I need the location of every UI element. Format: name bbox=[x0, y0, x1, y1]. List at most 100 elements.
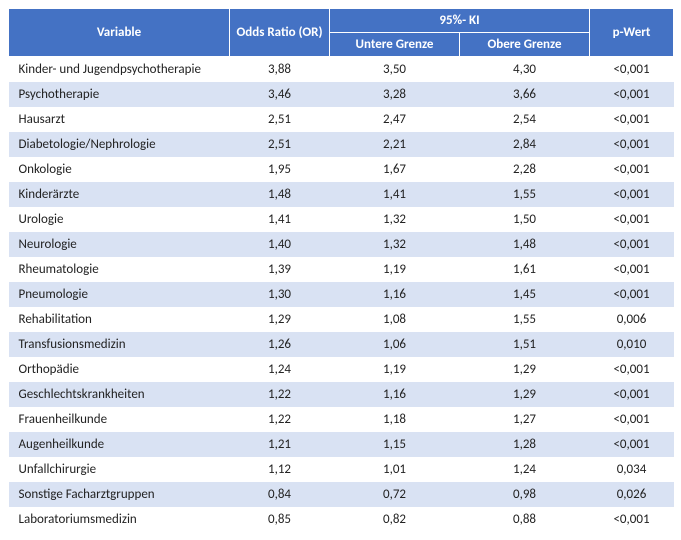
cell-or: 1,22 bbox=[230, 407, 330, 432]
header-variable: Variable bbox=[9, 9, 230, 57]
cell-p-value: 0,034 bbox=[590, 457, 674, 482]
table-row: Neurologie1,401,321,48<0,001 bbox=[9, 232, 674, 257]
cell-or: 1,30 bbox=[230, 282, 330, 307]
cell-ci-upper: 3,66 bbox=[460, 82, 590, 107]
cell-variable: Augenheilkunde bbox=[9, 432, 230, 457]
cell-variable: Rheumatologie bbox=[9, 257, 230, 282]
table-row: Diabetologie/Nephrologie2,512,212,84<0,0… bbox=[9, 132, 674, 157]
cell-variable: Unfallchirurgie bbox=[9, 457, 230, 482]
cell-ci-upper: 1,51 bbox=[460, 332, 590, 357]
table-row: Rheumatologie1,391,191,61<0,001 bbox=[9, 257, 674, 282]
cell-or: 1,39 bbox=[230, 257, 330, 282]
table-row: Pneumologie1,301,161,45<0,001 bbox=[9, 282, 674, 307]
cell-p-value: <0,001 bbox=[590, 357, 674, 382]
header-p: p-Wert bbox=[590, 9, 674, 57]
cell-or: 3,88 bbox=[230, 57, 330, 83]
cell-ci-lower: 2,21 bbox=[330, 132, 460, 157]
cell-ci-upper: 1,48 bbox=[460, 232, 590, 257]
cell-p-value: <0,001 bbox=[590, 82, 674, 107]
cell-variable: Urologie bbox=[9, 207, 230, 232]
cell-ci-lower: 2,47 bbox=[330, 107, 460, 132]
cell-p-value: <0,001 bbox=[590, 107, 674, 132]
cell-or: 1,21 bbox=[230, 432, 330, 457]
cell-variable: Geschlechtskrankheiten bbox=[9, 382, 230, 407]
header-ci-group: 95%- KI bbox=[330, 9, 590, 33]
cell-ci-upper: 2,28 bbox=[460, 157, 590, 182]
cell-ci-upper: 1,55 bbox=[460, 307, 590, 332]
table-body: Kinder- und Jugendpsychotherapie3,883,50… bbox=[9, 57, 674, 533]
table-row: Kinder- und Jugendpsychotherapie3,883,50… bbox=[9, 57, 674, 83]
table-row: Kinderärzte1,481,411,55<0,001 bbox=[9, 182, 674, 207]
cell-variable: Pneumologie bbox=[9, 282, 230, 307]
cell-or: 2,51 bbox=[230, 132, 330, 157]
cell-ci-lower: 1,41 bbox=[330, 182, 460, 207]
cell-variable: Neurologie bbox=[9, 232, 230, 257]
cell-ci-lower: 1,06 bbox=[330, 332, 460, 357]
cell-ci-lower: 1,08 bbox=[330, 307, 460, 332]
cell-or: 1,41 bbox=[230, 207, 330, 232]
table-header: Variable Odds Ratio (OR) 95%- KI p-Wert … bbox=[9, 9, 674, 57]
cell-or: 1,40 bbox=[230, 232, 330, 257]
table-row: Frauenheilkunde1,221,181,27<0,001 bbox=[9, 407, 674, 432]
cell-variable: Psychotherapie bbox=[9, 82, 230, 107]
cell-ci-lower: 3,50 bbox=[330, 57, 460, 83]
table-row: Onkologie1,951,672,28<0,001 bbox=[9, 157, 674, 182]
cell-ci-upper: 1,24 bbox=[460, 457, 590, 482]
table-row: Hausarzt2,512,472,54<0,001 bbox=[9, 107, 674, 132]
cell-variable: Kinderärzte bbox=[9, 182, 230, 207]
cell-or: 3,46 bbox=[230, 82, 330, 107]
cell-variable: Diabetologie/Nephrologie bbox=[9, 132, 230, 157]
table-row: Psychotherapie3,463,283,66<0,001 bbox=[9, 82, 674, 107]
cell-or: 1,12 bbox=[230, 457, 330, 482]
cell-ci-upper: 1,61 bbox=[460, 257, 590, 282]
cell-variable: Kinder- und Jugendpsychotherapie bbox=[9, 57, 230, 83]
cell-ci-lower: 0,72 bbox=[330, 482, 460, 507]
cell-ci-lower: 3,28 bbox=[330, 82, 460, 107]
cell-p-value: 0,026 bbox=[590, 482, 674, 507]
cell-ci-upper: 1,29 bbox=[460, 382, 590, 407]
header-ci-lower: Untere Grenze bbox=[330, 33, 460, 57]
cell-ci-upper: 1,27 bbox=[460, 407, 590, 432]
cell-ci-upper: 1,28 bbox=[460, 432, 590, 457]
cell-p-value: <0,001 bbox=[590, 182, 674, 207]
table-row: Transfusionsmedizin1,261,061,510,010 bbox=[9, 332, 674, 357]
cell-ci-upper: 1,45 bbox=[460, 282, 590, 307]
cell-ci-upper: 0,98 bbox=[460, 482, 590, 507]
cell-variable: Rehabilitation bbox=[9, 307, 230, 332]
cell-ci-lower: 1,67 bbox=[330, 157, 460, 182]
table-row: Unfallchirurgie1,121,011,240,034 bbox=[9, 457, 674, 482]
cell-or: 1,29 bbox=[230, 307, 330, 332]
cell-or: 1,22 bbox=[230, 382, 330, 407]
cell-variable: Sonstige Facharztgruppen bbox=[9, 482, 230, 507]
cell-ci-upper: 1,29 bbox=[460, 357, 590, 382]
cell-p-value: <0,001 bbox=[590, 257, 674, 282]
cell-variable: Hausarzt bbox=[9, 107, 230, 132]
cell-ci-lower: 1,32 bbox=[330, 232, 460, 257]
cell-ci-upper: 4,30 bbox=[460, 57, 590, 83]
cell-variable: Transfusionsmedizin bbox=[9, 332, 230, 357]
cell-ci-lower: 1,19 bbox=[330, 257, 460, 282]
cell-or: 1,48 bbox=[230, 182, 330, 207]
cell-p-value: <0,001 bbox=[590, 432, 674, 457]
cell-or: 0,84 bbox=[230, 482, 330, 507]
cell-p-value: <0,001 bbox=[590, 382, 674, 407]
cell-ci-upper: 2,84 bbox=[460, 132, 590, 157]
cell-or: 1,95 bbox=[230, 157, 330, 182]
cell-p-value: 0,010 bbox=[590, 332, 674, 357]
cell-ci-lower: 1,16 bbox=[330, 282, 460, 307]
cell-or: 2,51 bbox=[230, 107, 330, 132]
cell-variable: Orthopädie bbox=[9, 357, 230, 382]
cell-p-value: <0,001 bbox=[590, 407, 674, 432]
cell-p-value: 0,006 bbox=[590, 307, 674, 332]
cell-ci-upper: 1,55 bbox=[460, 182, 590, 207]
header-or: Odds Ratio (OR) bbox=[230, 9, 330, 57]
cell-p-value: <0,001 bbox=[590, 282, 674, 307]
cell-ci-upper: 2,54 bbox=[460, 107, 590, 132]
cell-variable: Onkologie bbox=[9, 157, 230, 182]
table-row: Sonstige Facharztgruppen0,840,720,980,02… bbox=[9, 482, 674, 507]
cell-p-value: <0,001 bbox=[590, 132, 674, 157]
cell-ci-lower: 1,32 bbox=[330, 207, 460, 232]
cell-p-value: <0,001 bbox=[590, 57, 674, 83]
table-row: Urologie1,411,321,50<0,001 bbox=[9, 207, 674, 232]
cell-ci-lower: 1,16 bbox=[330, 382, 460, 407]
